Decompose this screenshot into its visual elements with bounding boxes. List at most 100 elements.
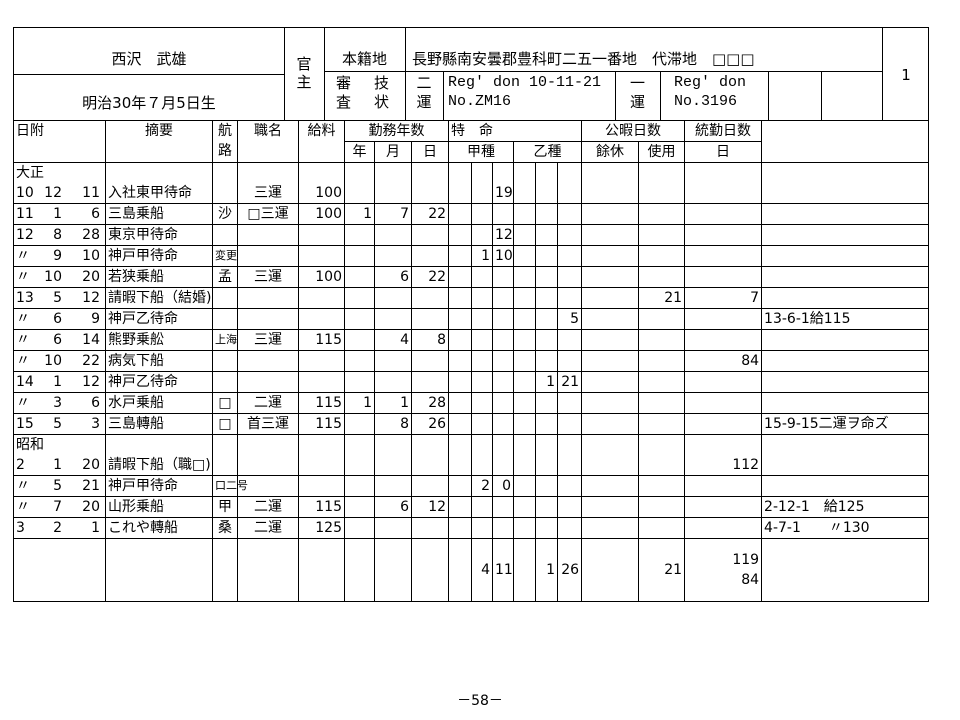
date-year: 15 — [16, 416, 34, 432]
col-summary: 摘要 — [105, 120, 213, 163]
date-cell: 〃 7 20 — [13, 496, 106, 518]
col-day: 日 — [410, 141, 450, 163]
type-b-1-cell — [513, 434, 537, 476]
type-a-1-cell — [448, 496, 473, 518]
date-year: 〃 — [16, 395, 30, 411]
rank-cell: 三運 — [237, 162, 299, 204]
service-month-cell — [374, 371, 412, 393]
table-row: 〃 10 20 若狭乗船孟三運 100 6 22 — [13, 266, 930, 288]
total-continuous-2: 84 — [741, 572, 760, 588]
type-a-1-cell — [448, 517, 473, 539]
type-b-1-cell — [513, 287, 537, 309]
type-a-2-cell — [471, 517, 494, 539]
summary-cell: これや轉船 — [105, 517, 213, 539]
leave-rest-cell — [581, 434, 640, 476]
rank-cell — [237, 245, 299, 267]
continuous-days-cell — [684, 245, 763, 267]
note-cell — [761, 287, 930, 309]
table-row: 13 5 12 請暇下船（結婚) 21 7 — [13, 287, 930, 309]
pay-cell — [298, 245, 345, 267]
continuous-days-cell — [684, 371, 763, 393]
date-year: 〃 — [16, 269, 30, 285]
type-a-3-cell: 10 — [492, 245, 515, 267]
type-b-3-cell — [557, 392, 583, 414]
date-cell: 〃 5 21 — [13, 475, 106, 497]
type-b-2-cell — [535, 434, 559, 476]
rank-cell: 二運 — [237, 496, 299, 518]
type-b-1-cell — [513, 329, 537, 351]
type-a-1-cell — [448, 475, 473, 497]
leave-used-cell — [638, 413, 686, 435]
type-b-2-cell — [535, 329, 559, 351]
route-cell — [212, 162, 238, 204]
note-cell — [761, 245, 930, 267]
total-type-a-3-cell: 11 — [492, 538, 515, 602]
rank-cell: 二運 — [237, 392, 299, 414]
date-year: 11 — [16, 206, 34, 222]
pay-cell — [298, 434, 345, 476]
table-row: 14 1 12 神戸乙待命 1 21 — [13, 371, 930, 393]
col-type-b: 乙種 — [513, 141, 583, 163]
pay-cell — [298, 475, 345, 497]
route-cell — [212, 434, 238, 476]
total-summary-cell — [105, 538, 213, 602]
leave-rest-cell — [581, 224, 640, 246]
total-continuous-days-cell: 119 84 — [684, 538, 763, 602]
summary-cell: 請暇下船（結婚) — [105, 287, 213, 309]
service-day-cell — [410, 224, 450, 246]
route-cell: 桑 — [212, 517, 238, 539]
person-name: 西沢 武雄 — [111, 50, 187, 68]
type-a-3-cell — [492, 496, 515, 518]
grade2-registration-1: Reg' don 10-11-21 — [448, 74, 602, 91]
type-a-2-cell — [471, 392, 494, 414]
type-a-1-cell — [448, 287, 473, 309]
date-cell: 〃 10 20 — [13, 266, 106, 288]
era-label: 昭和 — [16, 437, 44, 453]
date-day: 28 — [82, 227, 100, 243]
leave-used-cell — [638, 392, 686, 414]
service-year-cell — [344, 434, 375, 476]
date-month: 8 — [53, 227, 62, 243]
continuous-days-cell — [684, 475, 763, 497]
type-b-1-cell — [513, 162, 537, 204]
date-month: 6 — [53, 332, 62, 348]
table-row: 12 8 28 東京甲待命 12 — [13, 224, 930, 246]
leave-used-cell — [638, 371, 686, 393]
summary-cell: 神戸乙待命 — [105, 308, 213, 330]
type-a-3-cell — [492, 434, 515, 476]
domicile-value: 長野縣南安曇郡豊科町二五一番地 代滞地 □□□ — [412, 50, 755, 68]
table-row: 〃 5 21 神戸甲待命 口二号 2 0 — [13, 475, 930, 497]
date-year: 〃 — [16, 499, 30, 515]
total-rank-cell — [237, 538, 299, 602]
rank-cell — [237, 371, 299, 393]
type-b-2-cell — [535, 350, 559, 372]
rank-cell — [237, 224, 299, 246]
type-a-1-cell — [448, 434, 473, 476]
type-a-3-cell — [492, 371, 515, 393]
summary-cell: 山形乗船 — [105, 496, 213, 518]
type-a-1-cell — [448, 371, 473, 393]
date-month: 7 — [53, 499, 62, 515]
date-day: 12 — [82, 290, 100, 306]
note-cell: 15-9-15二運ヲ命ズ — [761, 413, 930, 435]
pay-cell: 100 — [298, 203, 345, 225]
continuous-days-cell — [684, 329, 763, 351]
date-cell: 3 2 1 — [13, 517, 106, 539]
col-note — [761, 120, 930, 163]
type-a-2-cell — [471, 350, 494, 372]
continuous-days-cell — [684, 224, 763, 246]
type-b-1-cell — [513, 266, 537, 288]
summary-cell: 三島轉船 — [105, 413, 213, 435]
service-month-cell — [374, 434, 412, 476]
col-leave-used: 使用 — [638, 141, 686, 163]
date-month: 10 — [44, 269, 62, 285]
continuous-days-cell — [684, 413, 763, 435]
type-b-3-cell: 5 — [557, 308, 583, 330]
leave-rest-cell — [581, 475, 640, 497]
total-type-b-1-cell — [513, 538, 537, 602]
type-a-2-cell — [471, 162, 494, 204]
type-a-1-cell — [448, 413, 473, 435]
date-year: 10 — [16, 185, 34, 201]
table-row: 〃 6 9 神戸乙待命 5 13-6-1給115 — [13, 308, 930, 330]
era-label: 大正 — [16, 165, 44, 181]
